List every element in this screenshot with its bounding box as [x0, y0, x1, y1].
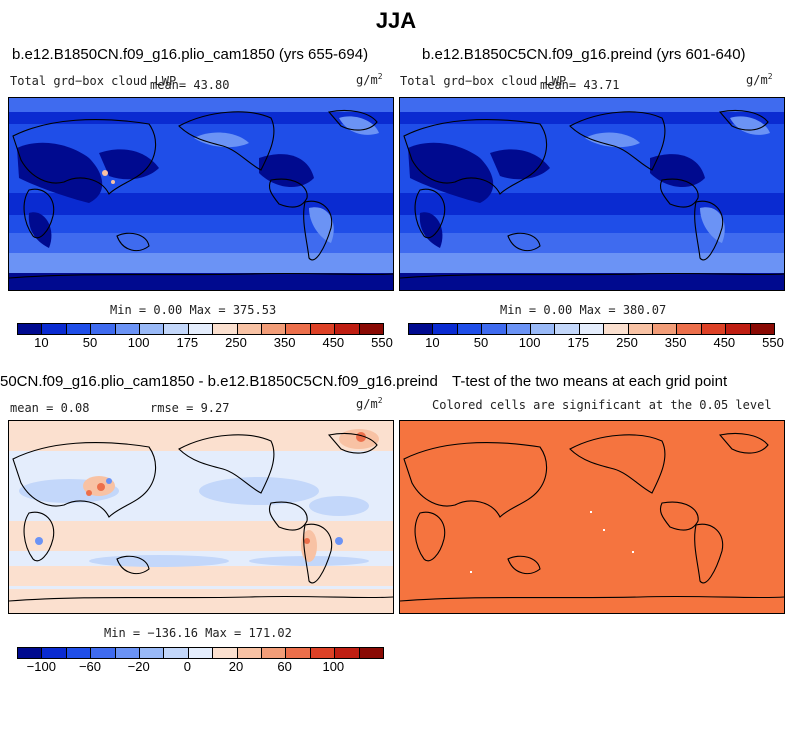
colorbar-tick-label: 10: [425, 335, 440, 350]
colorbar-swatch: [359, 648, 384, 658]
colorbar-tick-label: 175: [176, 335, 199, 350]
colorbar-swatch: [310, 324, 336, 334]
panel-1-minmax: Min = 0.00 Max = 375.53: [110, 303, 277, 317]
colorbar-swatch: [531, 324, 556, 334]
colorbar-tick-label: −100: [26, 659, 56, 674]
colorbar-swatch: [409, 324, 434, 334]
colorbar-swatch: [115, 324, 141, 334]
panel-1-title: b.e12.B1850CN.f09_g16.plio_cam1850 (yrs …: [12, 46, 369, 63]
panel-4-map: [399, 420, 785, 614]
panel-3-title: 50CN.f09_g16.plio_cam1850 - b.e12.B1850C…: [0, 373, 438, 390]
colorbar-swatch: [310, 648, 336, 658]
colorbar-swatch: [604, 324, 629, 334]
colorbar-tick-label: 10: [34, 335, 49, 350]
colorbar-tick-label: 350: [273, 335, 296, 350]
panel-1-units: g/m2: [356, 72, 383, 87]
panel-3-colorbar-ticks: −100 −60 −20 0 20 60 100: [17, 659, 382, 675]
panel-3-minmax: Min = −136.16 Max = 171.02: [104, 626, 292, 640]
panel-2-mean: mean= 43.71: [540, 78, 620, 92]
colorbar-swatch: [677, 324, 702, 334]
panel-3-units: g/m2: [356, 396, 383, 411]
colorbar-swatch: [213, 324, 238, 334]
colorbar-tick-label: 450: [322, 335, 345, 350]
colorbar-tick-label: 550: [371, 335, 393, 350]
colorbar-tick-label: 50: [82, 335, 98, 350]
colorbar-tick-label: 100: [518, 335, 541, 350]
figure-title: JJA: [375, 8, 417, 33]
colorbar-swatch: [18, 324, 43, 334]
colorbar-swatch: [262, 648, 287, 658]
colorbar-tick-label: 20: [228, 659, 244, 674]
colorbar-swatch: [42, 324, 67, 334]
colorbar-swatch: [164, 648, 189, 658]
colorbar-swatch: [359, 324, 384, 334]
colorbar-swatch: [237, 324, 263, 334]
colorbar-swatch: [237, 648, 263, 658]
colorbar-swatch: [286, 324, 311, 334]
colorbar-swatch: [213, 648, 238, 658]
panel-3-rmse: rmse = 9.27: [150, 401, 230, 415]
panel-1-map: [8, 97, 394, 291]
colorbar-tick-label: −60: [78, 659, 102, 674]
panel-2-colorbar: [408, 323, 775, 335]
colorbar-swatch: [750, 324, 775, 334]
colorbar-tick-label: 175: [567, 335, 590, 350]
colorbar-swatch: [115, 648, 141, 658]
panel-1-colorbar-ticks: 10 50 100 175 250 350 450 550: [17, 335, 393, 351]
colorbar-tick-label: 60: [277, 659, 292, 674]
panel-2-minmax: Min = 0.00 Max = 380.07: [500, 303, 667, 317]
colorbar-tick-label: 50: [473, 335, 489, 350]
colorbar-swatch: [42, 648, 67, 658]
panel-4-subtitle: Colored cells are significant at the 0.0…: [432, 398, 772, 412]
colorbar-swatch: [140, 324, 165, 334]
panel-4-title: T-test of the two means at each grid poi…: [452, 373, 728, 390]
colorbar-swatch: [140, 648, 165, 658]
colorbar-tick-label: 0: [183, 659, 191, 674]
panel-1-mean: mean= 43.80: [150, 78, 230, 92]
colorbar-swatch: [726, 324, 751, 334]
colorbar-tick-label: 100: [322, 659, 345, 674]
colorbar-swatch: [701, 324, 727, 334]
colorbar-tick-label: 250: [616, 335, 638, 350]
colorbar-swatch: [164, 324, 189, 334]
colorbar-swatch: [433, 324, 458, 334]
colorbar-swatch: [91, 648, 116, 658]
colorbar-swatch: [188, 648, 214, 658]
colorbar-tick-label: 250: [225, 335, 247, 350]
colorbar-swatch: [506, 324, 532, 334]
colorbar-swatch: [335, 648, 360, 658]
panel-3-mean: mean = 0.08: [10, 401, 90, 415]
panel-1-variable: Total grd−box cloud LWP: [10, 74, 177, 88]
colorbar-swatch: [188, 324, 214, 334]
colorbar-swatch: [286, 648, 311, 658]
panel-2-title: b.e12.B1850C5CN.f09_g16.preind (yrs 601-…: [422, 46, 746, 63]
colorbar-swatch: [66, 324, 92, 334]
panel-1-colorbar: [17, 323, 384, 335]
colorbar-swatch: [335, 324, 360, 334]
colorbar-swatch: [18, 648, 43, 658]
colorbar-swatch: [262, 324, 287, 334]
colorbar-swatch: [653, 324, 678, 334]
panel-2-variable: Total grd−box cloud LWP: [400, 74, 567, 88]
colorbar-swatch: [555, 324, 580, 334]
panel-2-colorbar-ticks: 10 50 100 175 250 350 450 550: [408, 335, 784, 351]
colorbar-tick-label: 100: [127, 335, 150, 350]
colorbar-swatch: [628, 324, 654, 334]
colorbar-swatch: [457, 324, 483, 334]
colorbar-swatch: [91, 324, 116, 334]
panel-2-map: [399, 97, 785, 291]
colorbar-swatch: [66, 648, 92, 658]
colorbar-tick-label: 550: [762, 335, 784, 350]
colorbar-swatch: [579, 324, 605, 334]
panel-3-colorbar: [17, 647, 384, 659]
colorbar-tick-label: −20: [127, 659, 150, 674]
colorbar-swatch: [482, 324, 507, 334]
colorbar-tick-label: 350: [664, 335, 687, 350]
panel-2-units: g/m2: [746, 72, 773, 87]
colorbar-tick-label: 450: [713, 335, 736, 350]
panel-3-map: [8, 420, 394, 614]
